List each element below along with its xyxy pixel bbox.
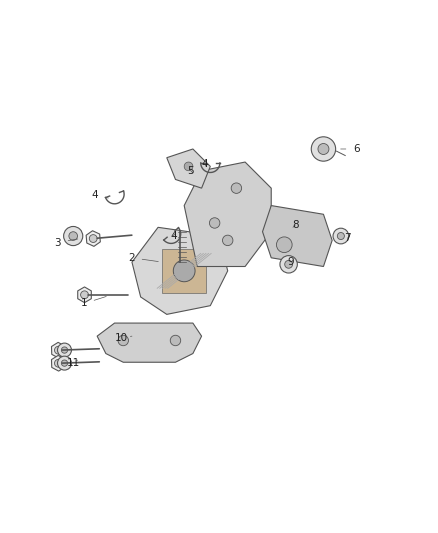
Polygon shape xyxy=(162,249,206,293)
Circle shape xyxy=(280,256,297,273)
Circle shape xyxy=(54,346,62,354)
Text: 10: 10 xyxy=(114,333,132,343)
Circle shape xyxy=(173,260,195,282)
Polygon shape xyxy=(167,149,210,188)
Circle shape xyxy=(57,343,71,357)
Circle shape xyxy=(89,235,97,243)
Circle shape xyxy=(209,218,220,228)
Text: 11: 11 xyxy=(67,358,80,368)
Polygon shape xyxy=(52,342,65,358)
Circle shape xyxy=(61,360,67,366)
Text: 1: 1 xyxy=(81,296,106,309)
Polygon shape xyxy=(97,323,201,362)
Circle shape xyxy=(337,232,344,239)
Polygon shape xyxy=(78,287,91,303)
Text: 3: 3 xyxy=(55,238,78,247)
Text: 5: 5 xyxy=(187,166,194,176)
Text: 4: 4 xyxy=(202,159,208,169)
Text: 4: 4 xyxy=(170,231,177,241)
Text: 6: 6 xyxy=(341,144,360,154)
Circle shape xyxy=(276,237,292,253)
Text: 8: 8 xyxy=(292,220,298,230)
Circle shape xyxy=(61,347,67,353)
Polygon shape xyxy=(132,228,228,314)
Circle shape xyxy=(231,183,242,193)
Text: 2: 2 xyxy=(129,253,158,263)
Text: 9: 9 xyxy=(287,257,294,267)
Circle shape xyxy=(223,235,233,246)
Text: 7: 7 xyxy=(344,233,351,243)
Circle shape xyxy=(81,291,88,298)
Circle shape xyxy=(285,261,293,268)
Text: 4: 4 xyxy=(92,190,108,200)
Circle shape xyxy=(118,335,128,346)
Polygon shape xyxy=(262,206,332,266)
Circle shape xyxy=(57,356,71,370)
Circle shape xyxy=(333,228,349,244)
Polygon shape xyxy=(86,231,100,246)
Circle shape xyxy=(69,232,78,240)
Circle shape xyxy=(64,227,83,246)
Circle shape xyxy=(184,162,193,171)
Circle shape xyxy=(311,137,336,161)
Polygon shape xyxy=(52,356,65,371)
Circle shape xyxy=(170,335,181,346)
Circle shape xyxy=(318,143,329,155)
Circle shape xyxy=(54,359,62,367)
Polygon shape xyxy=(184,162,271,266)
